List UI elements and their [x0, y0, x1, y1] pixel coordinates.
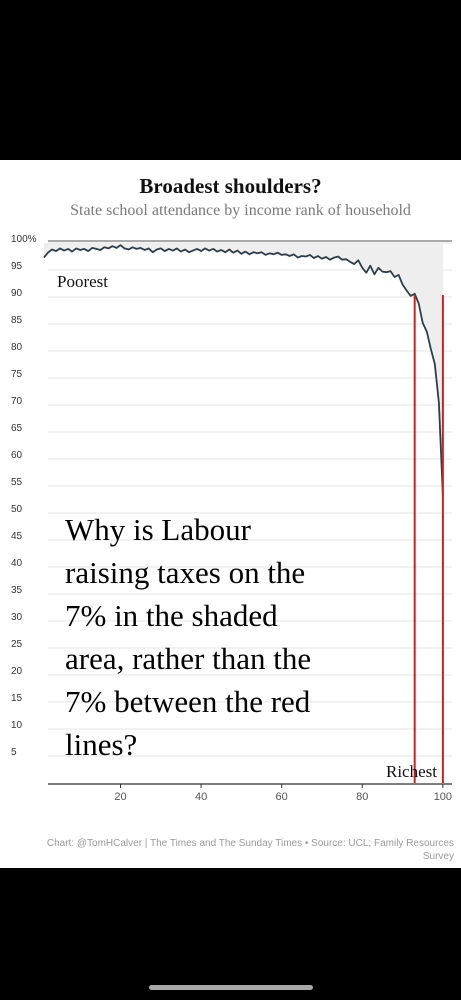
y-tick-label: 90 — [11, 288, 23, 299]
y-tick-label: 30 — [11, 612, 23, 623]
chart-footer: Chart: @TomHCalver | The Times and The S… — [14, 837, 454, 863]
overlay-text-line: raising taxes on the — [65, 555, 305, 590]
annotation-poorest: Poorest — [57, 272, 108, 291]
y-tick-label: 55 — [11, 477, 23, 488]
x-tick-label: 80 — [356, 791, 368, 803]
y-tick-label: 15 — [11, 693, 23, 704]
series-line — [43, 244, 444, 497]
footer-line-2: Survey — [422, 851, 454, 862]
chart-card: Broadest shoulders? State school attenda… — [0, 160, 461, 868]
y-tick-label: 10 — [11, 720, 23, 731]
overlay-text-line: lines? — [65, 727, 137, 762]
y-tick-label: 5 — [11, 747, 17, 758]
y-tick-label: 35 — [11, 585, 23, 596]
footer-line-1: Chart: @TomHCalver | The Times and The S… — [46, 838, 454, 849]
y-tick-label: 40 — [11, 558, 23, 569]
y-tick-label: 45 — [11, 531, 23, 542]
y-tick-label: 70 — [11, 396, 23, 407]
y-tick-label: 85 — [11, 315, 23, 326]
y-tick-label: 50 — [11, 504, 23, 515]
chart-subtitle: State school attendance by income rank o… — [70, 202, 411, 219]
overlay-text-line: 7% in the shaded — [65, 598, 278, 633]
y-tick-label: 25 — [11, 639, 23, 650]
y-tick-label: 65 — [11, 423, 23, 434]
y-tick-label: 100% — [11, 234, 37, 245]
y-tick-label: 20 — [11, 666, 23, 677]
overlay-text-line: Why is Labour — [65, 512, 252, 547]
y-tick-label: 95 — [11, 261, 23, 272]
x-tick-label: 100 — [434, 791, 452, 803]
x-tick-label: 60 — [276, 791, 288, 803]
y-tick-label: 75 — [11, 369, 23, 380]
x-tick-label: 40 — [195, 791, 207, 803]
shaded-area — [43, 243, 443, 497]
overlay-text-line: area, rather than the — [65, 641, 311, 676]
annotation-richest: Richest — [386, 762, 437, 781]
y-tick-label: 80 — [11, 342, 23, 353]
overlay-text-line: 7% between the red — [65, 684, 311, 719]
y-tick-label: 60 — [11, 450, 23, 461]
home-indicator[interactable] — [149, 985, 313, 990]
chart-svg: 100% 95 90 85 80 75 70 65 60 55 50 45 40 35 30 25 20 15 10… — [11, 234, 452, 803]
x-tick-label: 20 — [114, 791, 126, 803]
chart-title: Broadest shoulders? — [139, 174, 322, 198]
